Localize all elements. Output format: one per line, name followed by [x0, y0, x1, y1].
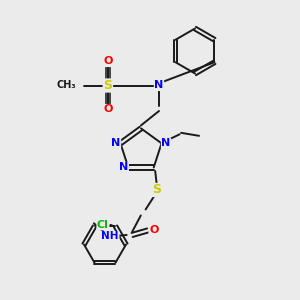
- Text: N: N: [119, 163, 128, 172]
- Text: O: O: [103, 104, 113, 115]
- Text: N: N: [154, 80, 164, 91]
- Text: NH: NH: [101, 232, 119, 242]
- Text: CH₃: CH₃: [57, 80, 76, 91]
- Text: O: O: [103, 56, 113, 67]
- Text: S: S: [103, 79, 112, 92]
- Text: Cl: Cl: [97, 220, 109, 230]
- Text: N: N: [111, 138, 121, 148]
- Text: S: S: [152, 184, 161, 196]
- Text: O: O: [149, 226, 158, 236]
- Text: N: N: [161, 138, 171, 148]
